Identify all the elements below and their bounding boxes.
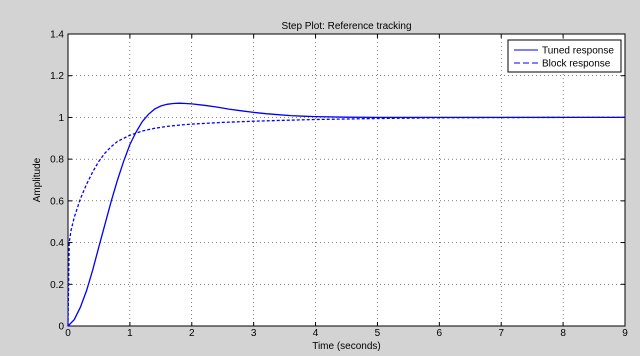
series-lines — [67, 102, 625, 327]
y-tick-label: 1 — [58, 113, 64, 124]
y-tick-label: 0.4 — [50, 238, 64, 249]
legend-label-block: Block response — [542, 59, 611, 70]
x-tick-label: 6 — [437, 328, 443, 339]
plot-area — [67, 33, 626, 327]
legend: Tuned response Block response — [507, 39, 622, 73]
axis-ticks: 0 1 2 3 4 5 6 7 8 9 0 0.2 0.4 0.6 0.8 1 1.2 1.4 — [50, 30, 628, 340]
x-tick-label: 5 — [375, 328, 381, 339]
x-axis-label: Time (seconds) — [312, 341, 381, 351]
y-tick-label: 0.8 — [50, 155, 64, 166]
series-line-tuned-response — [67, 102, 625, 327]
x-tick-label: 9 — [622, 328, 628, 339]
x-tick-label: 3 — [251, 328, 257, 339]
y-tick-label: 1.4 — [50, 30, 64, 41]
x-tick-label: 2 — [189, 328, 195, 339]
y-axis-label: Amplitude — [32, 157, 43, 202]
y-tick-label: 0.2 — [50, 280, 64, 291]
legend-box — [507, 39, 622, 73]
y-tick-label: 0.6 — [50, 196, 64, 207]
x-tick-label: 7 — [498, 328, 504, 339]
chart-title: Step Plot: Reference tracking — [281, 21, 411, 32]
x-tick-label: 8 — [560, 328, 566, 339]
y-tick-label: 0 — [58, 322, 64, 333]
legend-label-tuned: Tuned response — [542, 46, 614, 57]
y-tick-label: 1.2 — [50, 71, 64, 82]
x-tick-label: 1 — [127, 328, 133, 339]
x-tick-label: 4 — [313, 328, 319, 339]
series-line-block-response — [67, 116, 625, 327]
x-tick-label: 0 — [65, 328, 71, 339]
